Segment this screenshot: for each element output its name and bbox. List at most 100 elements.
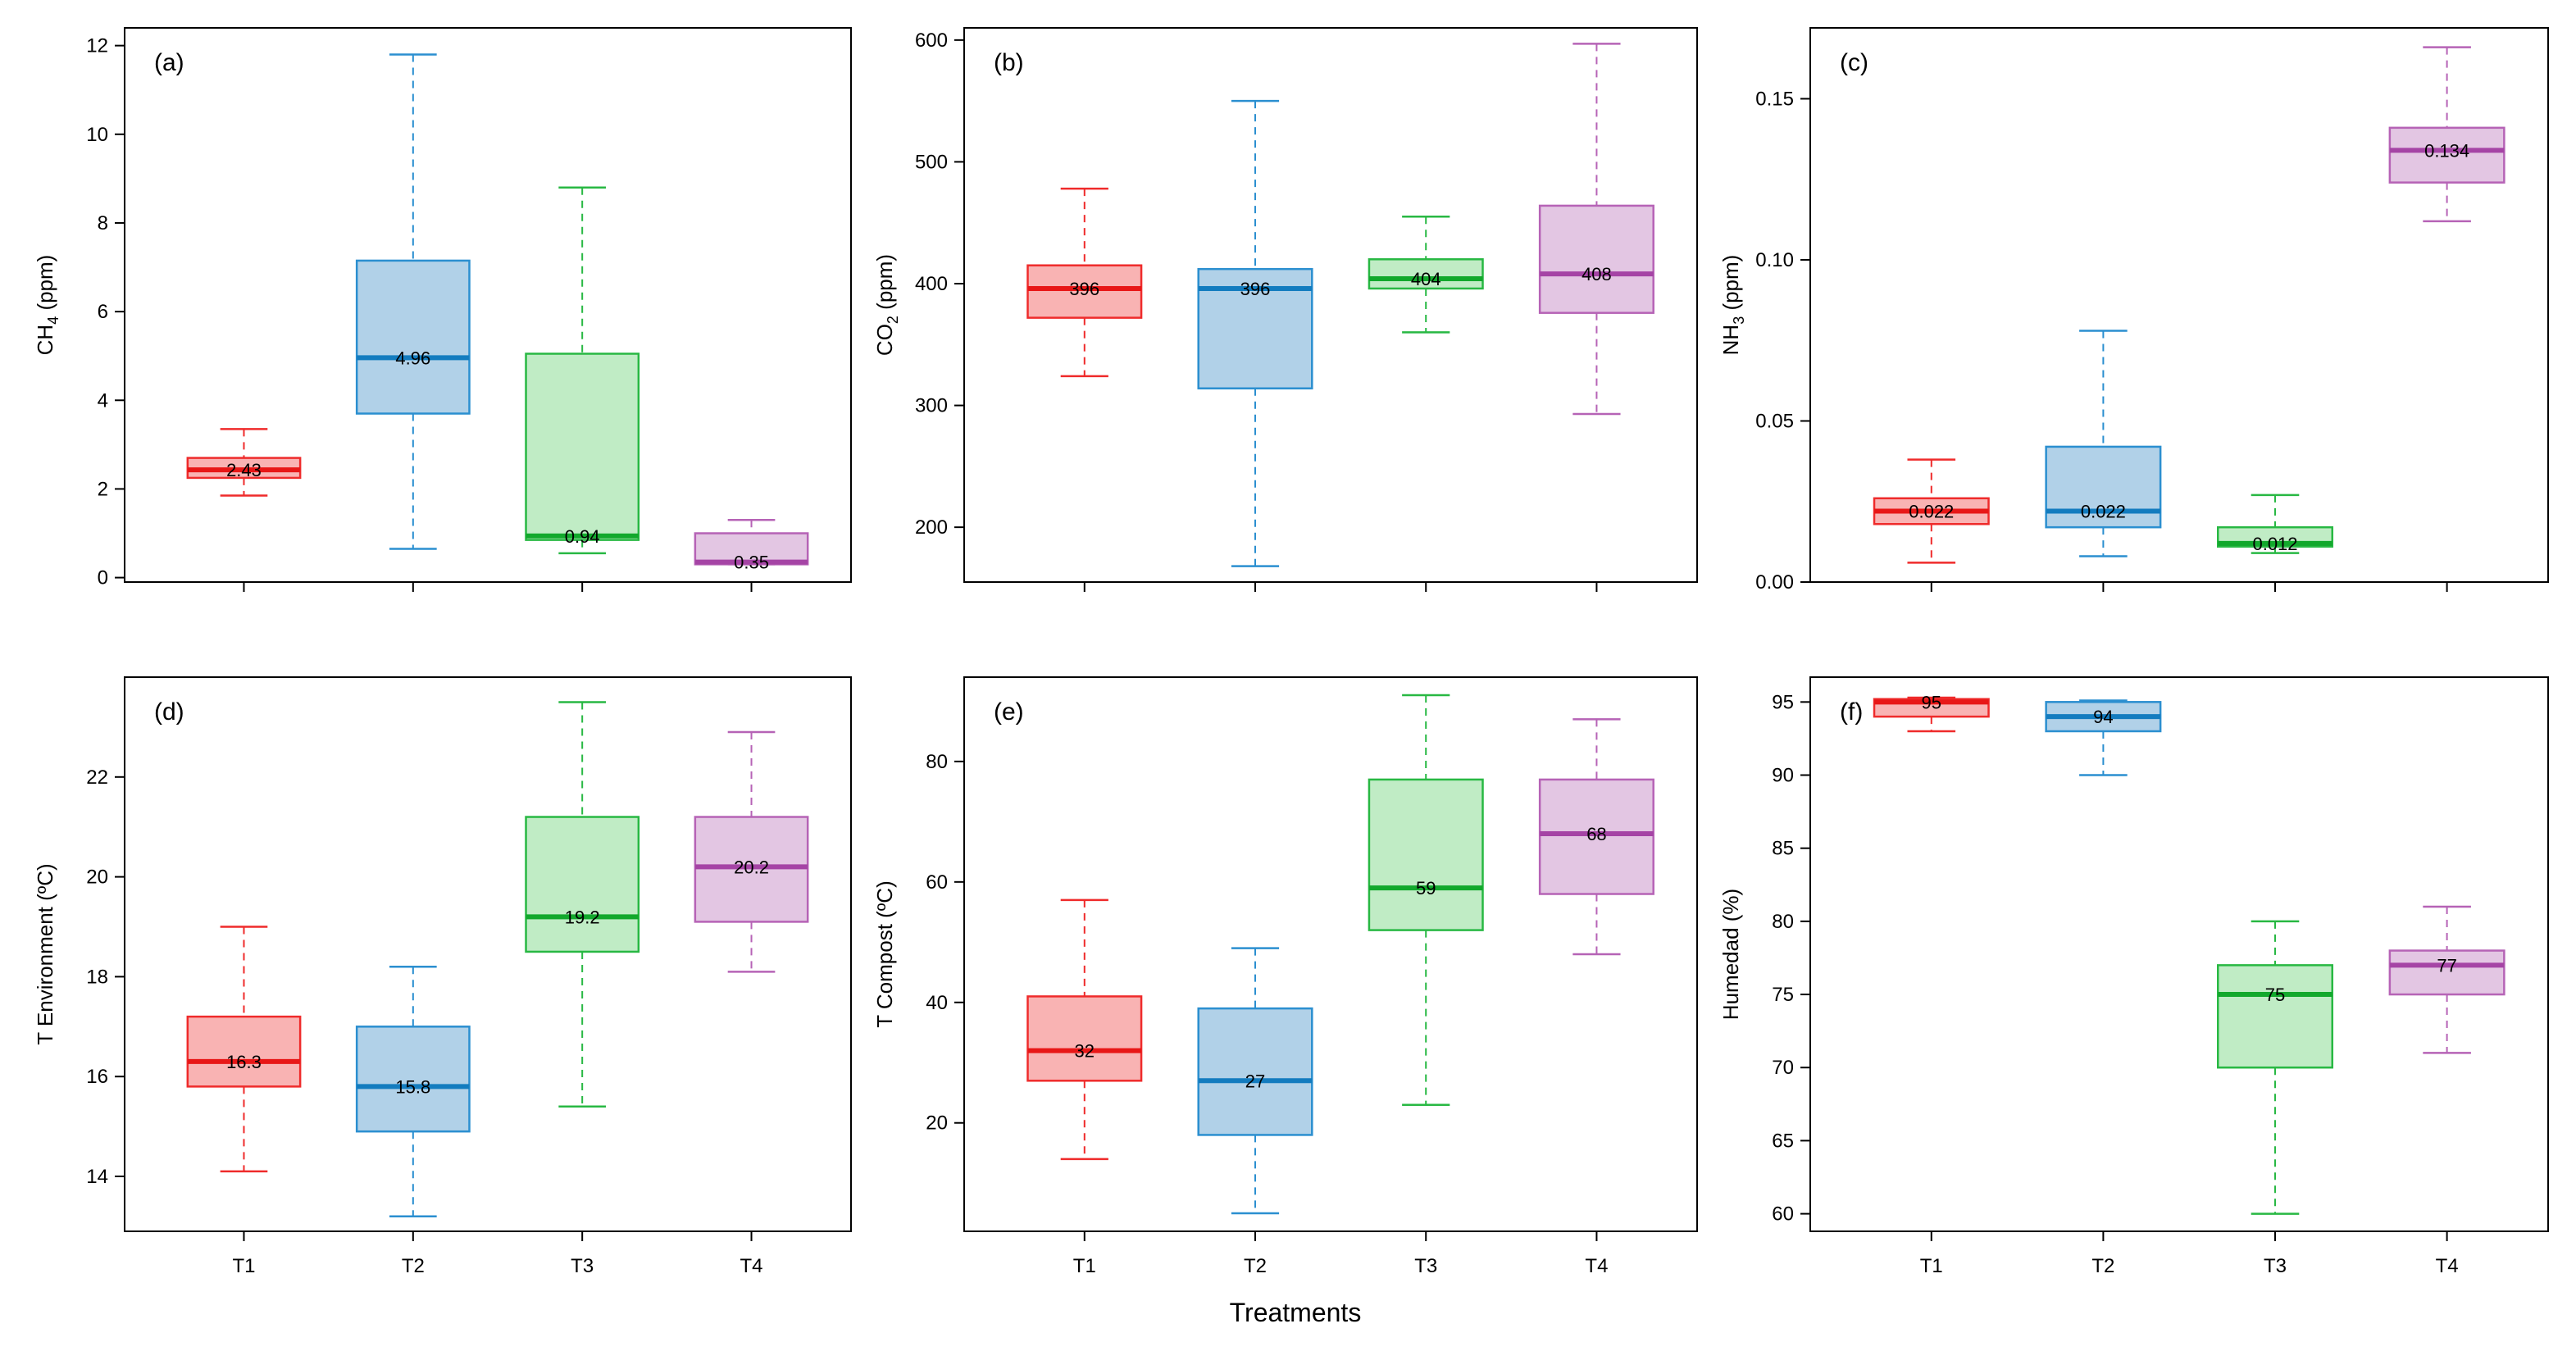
median-value-label: 396 — [1069, 279, 1099, 299]
boxplot-t4: 68 — [1538, 718, 1654, 956]
iqr-box — [694, 816, 809, 923]
boxplot-t4: 77 — [2388, 905, 2505, 1054]
boxplot-t2: 27 — [1197, 947, 1313, 1215]
y-tick-label: 600 — [915, 30, 948, 52]
boxplot-t4: 408 — [1538, 43, 1654, 416]
y-tick-label: 0 — [98, 567, 108, 589]
boxplot-t3: 404 — [1368, 216, 1484, 334]
y-axis-title: Humedad (%) — [1718, 889, 1743, 1020]
x-tick-label: T3 — [571, 1255, 594, 1277]
y-tick-label: 4 — [98, 389, 108, 412]
y-tick-label: 8 — [98, 212, 108, 234]
panel-label: (a) — [154, 49, 184, 76]
median-value-label: 95 — [1922, 692, 1941, 712]
iqr-box — [1197, 1007, 1313, 1136]
median-value-label: 0.022 — [1909, 502, 1954, 522]
boxplot-t2: 396 — [1197, 99, 1313, 567]
y-tick-label: 20 — [926, 1112, 948, 1135]
iqr-box — [1026, 995, 1143, 1082]
boxplot-t3: 75 — [2217, 920, 2333, 1215]
y-tick-label: 16 — [86, 1066, 108, 1088]
y-axis-title: CO2 (ppm) — [872, 254, 901, 356]
boxplot-t1: 16.3 — [186, 926, 302, 1173]
iqr-box — [694, 532, 809, 566]
y-tick-label: 60 — [1772, 1203, 1794, 1226]
x-tick-label: T2 — [402, 1255, 425, 1277]
iqr-box — [2045, 445, 2162, 529]
y-tick-label: 70 — [1772, 1057, 1794, 1079]
y-tick-label: 300 — [915, 395, 948, 417]
chart-panel-1: 0 2 4 6 8 10 12 CH4 (ppm) (a) 2.43 4.96 0.94 0.35 — [33, 27, 852, 592]
boxplot-t2: 0.022 — [2045, 330, 2162, 557]
y-tick-label: 6 — [98, 301, 108, 323]
iqr-box — [2217, 964, 2333, 1069]
iqr-box — [2388, 949, 2505, 996]
y-tick-label: 85 — [1772, 838, 1794, 860]
median-value-label: 27 — [1245, 1071, 1265, 1091]
y-tick-label: 400 — [915, 273, 948, 295]
median-value-label: 0.022 — [2081, 502, 2126, 522]
y-tick-label: 0.15 — [1755, 88, 1794, 110]
panel-label: (e) — [994, 698, 1024, 726]
chart-panel-6: 60 65 70 75 80 85 90 95 T1 T2 T3 T4 Humedad (%) (f) 95… — [1718, 676, 2549, 1277]
boxplot-t4: 20.2 — [694, 730, 809, 973]
y-tick-label: 80 — [926, 751, 948, 773]
y-tick-label: 22 — [86, 766, 108, 789]
median-value-label: 0.94 — [565, 526, 600, 547]
y-axis-title: CH4 (ppm) — [33, 255, 61, 356]
y-tick-label: 0.10 — [1755, 249, 1794, 271]
iqr-box — [355, 259, 471, 415]
median-value-label: 68 — [1586, 824, 1606, 844]
median-value-label: 0.35 — [734, 553, 769, 573]
iqr-box — [1538, 778, 1654, 895]
median-value-label: 75 — [2265, 985, 2285, 1005]
median-value-label: 4.96 — [395, 348, 430, 368]
boxplot-t3: 0.94 — [525, 186, 640, 555]
y-tick-label: 200 — [915, 516, 948, 539]
boxplot-t2: 94 — [2045, 699, 2162, 776]
boxplot-t3: 0.012 — [2217, 494, 2333, 554]
x-tick-label: T1 — [232, 1255, 255, 1277]
boxplot-t1: 0.022 — [1873, 458, 1990, 564]
median-value-label: 396 — [1240, 279, 1271, 299]
boxplot-t3: 19.2 — [525, 701, 640, 1108]
iqr-box — [1538, 204, 1654, 314]
y-tick-label: 18 — [86, 966, 108, 988]
median-value-label: 77 — [2437, 955, 2456, 976]
median-value-label: 19.2 — [565, 907, 600, 927]
iqr-box — [2388, 126, 2505, 184]
y-tick-label: 75 — [1772, 984, 1794, 1006]
plot-frame — [1809, 676, 2549, 1232]
median-value-label: 94 — [2093, 707, 2113, 727]
x-tick-label: T4 — [1585, 1255, 1608, 1277]
iqr-box — [525, 816, 640, 953]
median-value-label: 16.3 — [226, 1052, 262, 1072]
y-tick-label: 95 — [1772, 691, 1794, 713]
median-value-label: 404 — [1411, 269, 1441, 289]
x-tick-label: T4 — [740, 1255, 763, 1277]
x-tick-label: T2 — [2091, 1255, 2114, 1277]
x-axis-title: Treatments — [1230, 1298, 1362, 1327]
y-tick-label: 14 — [86, 1166, 108, 1188]
y-axis-title: NH3 (ppm) — [1718, 255, 1747, 356]
y-tick-label: 10 — [86, 124, 108, 146]
iqr-box — [355, 1026, 471, 1133]
median-value-label: 59 — [1416, 878, 1436, 898]
median-value-label: 0.134 — [2424, 140, 2469, 161]
panel-label: (f) — [1840, 698, 1863, 726]
plot-frame — [1809, 27, 2549, 583]
y-tick-label: 12 — [86, 35, 108, 57]
median-value-label: 15.8 — [395, 1076, 430, 1097]
x-tick-label: T3 — [1414, 1255, 1437, 1277]
chart-panel-5: 20 40 60 80 T1 T2 T3 T4 T Compost (ºC) (e) 32 27 59 6… — [872, 676, 1698, 1277]
chart-panel-4: 14 16 18 20 22 T1 T2 T3 T4 T Environment (ºC) (d) 1… — [33, 676, 852, 1277]
chart-panel-2: 200 300 400 500 600 CO2 (ppm) (b) 396 396 404 408 — [872, 27, 1698, 592]
boxplot-t2: 4.96 — [355, 53, 471, 550]
panel-label: (d) — [154, 698, 184, 726]
y-tick-label: 80 — [1772, 911, 1794, 933]
median-value-label: 2.43 — [226, 460, 262, 480]
x-tick-label: T2 — [1244, 1255, 1267, 1277]
boxplot-t4: 0.35 — [694, 519, 809, 573]
